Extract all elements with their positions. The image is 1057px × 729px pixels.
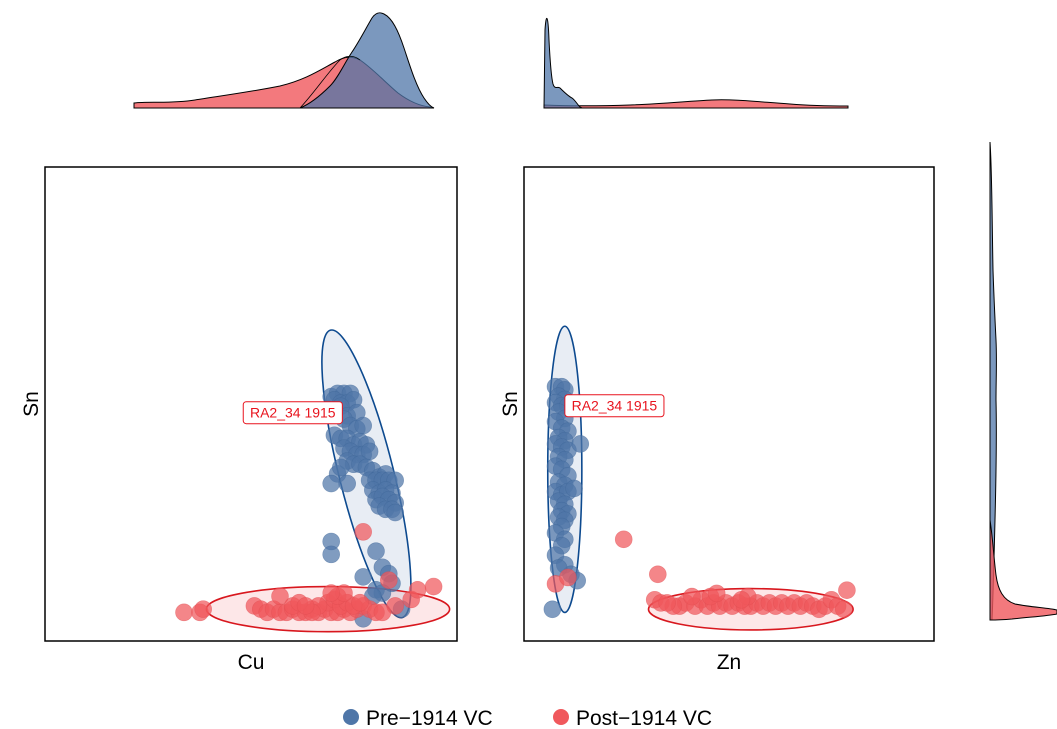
point-pre-57: [322, 545, 341, 564]
point-post-36: [683, 587, 701, 606]
marginal-density-sn-right: [989, 141, 1057, 621]
y-axis-label-zn: Sn: [499, 391, 522, 417]
annotation-label-cu: RA2_34 1915: [250, 404, 336, 420]
point-pre-36: [322, 474, 341, 493]
panel-zn: RA2_34 1915 Zn Sn: [499, 166, 935, 674]
ellipse-layer-zn: [546, 325, 854, 631]
point-post-38: [658, 594, 676, 612]
point-post-40: [732, 590, 751, 609]
annotation-box-zn: [564, 394, 665, 418]
x-axis-label-cu: Cu: [238, 651, 265, 674]
point-post-39: [386, 597, 405, 615]
density-pre-zn: [543, 18, 583, 109]
legend-marker-post: [553, 709, 569, 725]
point-post-1: [559, 568, 577, 587]
y-axis-label-cu: Sn: [20, 391, 43, 417]
density-pre-sn: [989, 141, 997, 621]
point-post-35: [707, 584, 726, 603]
point-pre-62: [354, 568, 373, 586]
point-pre-58: [367, 542, 385, 560]
point-pre-16: [354, 416, 373, 435]
point-post-44: [424, 577, 443, 596]
point-pre-55: [331, 458, 350, 477]
annotation-zn: RA2_34 1915: [564, 394, 665, 418]
point-post-28: [351, 593, 369, 612]
point-pre-44: [543, 600, 562, 619]
point-post-37: [296, 597, 315, 615]
point-pre-54: [338, 474, 357, 493]
panel-cu: RA2_34 1915 Cu Sn: [20, 166, 458, 674]
density-post-zn: [543, 99, 849, 109]
point-post-33: [322, 584, 341, 602]
point-post-0: [175, 603, 193, 622]
plot-frame-cu: [44, 166, 458, 642]
plot-frame-zn: [523, 166, 935, 642]
legend-marker-pre: [343, 709, 359, 725]
annotation-label-zn: RA2_34 1915: [572, 397, 658, 413]
point-pre-31: [565, 479, 583, 498]
marginal-density-zn-top: [543, 18, 849, 109]
point-pre-18: [571, 435, 590, 453]
marginal-density-cu-top: [133, 12, 435, 109]
point-pre-53: [386, 503, 405, 522]
point-post-32: [834, 600, 853, 619]
point-post-40: [379, 571, 398, 589]
point-post-2: [194, 600, 212, 618]
legend: Pre−1914 VC Post−1914 VC: [343, 707, 712, 729]
point-post-34: [271, 587, 289, 606]
annotation-box-cu: [242, 401, 343, 425]
annotation-cu: RA2_34 1915: [242, 401, 343, 425]
point-post-3: [648, 565, 667, 584]
density-post-cu-outline: [299, 55, 361, 109]
density-pre-cu: [299, 12, 435, 109]
legend-label-post: Post−1914 VC: [576, 707, 712, 729]
x-axis-label-zn: Zn: [717, 651, 742, 674]
point-post-41: [354, 523, 373, 541]
points-layer-cu: [175, 384, 443, 628]
point-post-43: [408, 580, 427, 599]
density-post-sn: [989, 519, 1057, 621]
point-post-2: [614, 530, 633, 549]
point-post-33: [838, 581, 856, 600]
legend-label-pre: Pre−1914 VC: [366, 707, 493, 729]
